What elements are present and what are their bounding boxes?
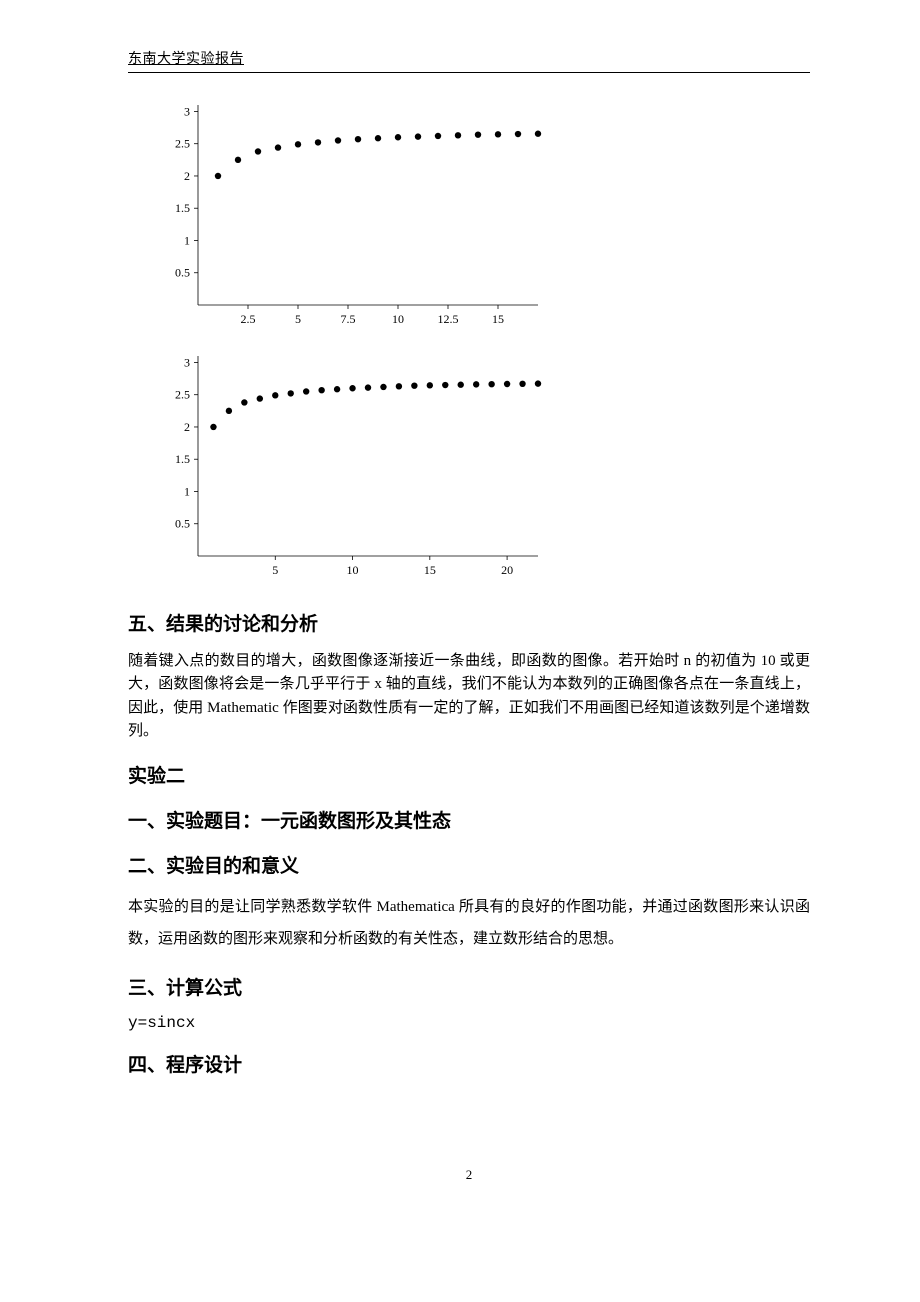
svg-text:5: 5 xyxy=(272,563,278,577)
svg-text:5: 5 xyxy=(295,312,301,326)
section-2-body: 本实验的目的是让同学熟悉数学软件 Mathematica 所具有的良好的作图功能… xyxy=(128,892,810,955)
svg-text:2.5: 2.5 xyxy=(241,312,256,326)
page-header: 东南大学实验报告 xyxy=(128,48,810,73)
svg-text:2: 2 xyxy=(184,169,190,183)
svg-text:15: 15 xyxy=(492,312,504,326)
section-1-heading: 一、实验题目：一元函数图形及其性态 xyxy=(128,806,810,833)
svg-text:3: 3 xyxy=(184,104,190,118)
chart-1: 0.5 1 1.5 2 2.5 3 2.5 5 7.5 10 12.5 15 xyxy=(148,95,548,335)
svg-text:0.5: 0.5 xyxy=(175,266,190,280)
svg-text:12.5: 12.5 xyxy=(438,312,459,326)
chart-2-container: 0.5 1 1.5 2 2.5 3 5 10 15 20 xyxy=(128,346,810,591)
svg-text:2.5: 2.5 xyxy=(175,137,190,151)
svg-text:10: 10 xyxy=(347,563,359,577)
experiment-2-heading: 实验二 xyxy=(128,761,810,788)
section-4-heading: 四、程序设计 xyxy=(128,1050,810,1077)
chart-1-container: 0.5 1 1.5 2 2.5 3 2.5 5 7.5 10 12.5 15 xyxy=(128,95,810,340)
page-number: 2 xyxy=(128,1167,810,1183)
svg-text:20: 20 xyxy=(501,563,513,577)
svg-text:10: 10 xyxy=(392,312,404,326)
svg-text:15: 15 xyxy=(424,563,436,577)
svg-text:2.5: 2.5 xyxy=(175,388,190,402)
svg-text:1.5: 1.5 xyxy=(175,452,190,466)
section-5-heading: 五、结果的讨论和分析 xyxy=(128,609,810,636)
section-3-heading: 三、计算公式 xyxy=(128,973,810,1000)
section-3-formula: y=sincx xyxy=(128,1014,810,1032)
svg-text:1: 1 xyxy=(184,233,190,247)
svg-text:3: 3 xyxy=(184,355,190,369)
section-2-heading: 二、实验目的和意义 xyxy=(128,851,810,878)
section-5-body: 随着键入点的数目的增大，函数图像逐渐接近一条曲线，即函数的图像。若开始时 n 的… xyxy=(128,650,810,743)
svg-text:0.5: 0.5 xyxy=(175,517,190,531)
chart-2: 0.5 1 1.5 2 2.5 3 5 10 15 20 xyxy=(148,346,548,586)
svg-text:1.5: 1.5 xyxy=(175,201,190,215)
svg-text:2: 2 xyxy=(184,420,190,434)
svg-text:7.5: 7.5 xyxy=(341,312,356,326)
header-title: 东南大学实验报告 xyxy=(128,52,244,67)
svg-text:1: 1 xyxy=(184,484,190,498)
